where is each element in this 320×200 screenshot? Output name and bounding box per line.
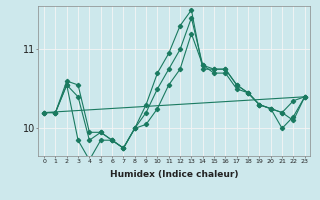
X-axis label: Humidex (Indice chaleur): Humidex (Indice chaleur) bbox=[110, 170, 239, 179]
